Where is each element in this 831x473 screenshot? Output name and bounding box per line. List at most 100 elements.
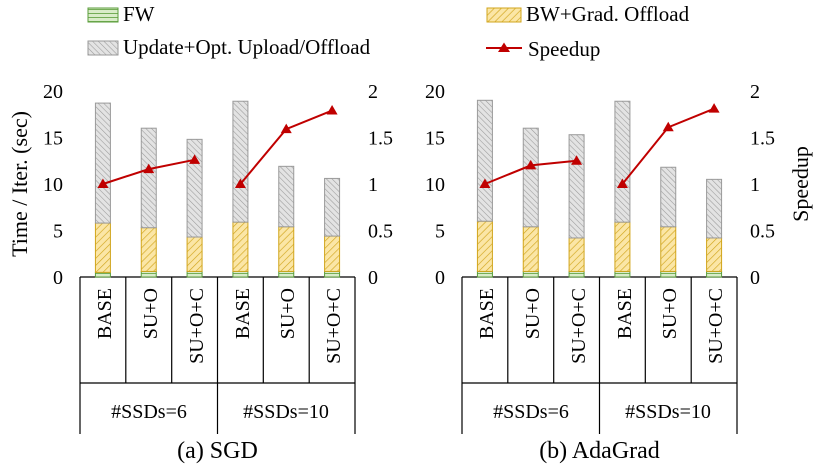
bar-segment-update [278, 165, 295, 228]
speedup-marker [189, 154, 201, 164]
category-label: BASE [614, 288, 636, 339]
y-tick-10: 10 [425, 174, 445, 196]
bar-segment-fw [476, 270, 493, 278]
legend-item-bw: BW+Grad. Offload [486, 2, 690, 26]
bar-segment-update [476, 99, 493, 222]
bar-segment-bw [140, 227, 157, 272]
y-tick-5: 5 [53, 221, 63, 243]
bar-segment-bw [278, 226, 295, 272]
bar-segment-fw [186, 270, 203, 278]
bar-segment-bw [706, 237, 723, 272]
bar-segment-fw [324, 270, 341, 278]
legend-item-update: Update+Opt. Upload/Offload [87, 35, 371, 59]
y-tick-15: 15 [425, 128, 445, 150]
category-label: SU+O [522, 288, 544, 339]
group-label-ssds-6: #SSDs=6 [111, 401, 187, 423]
legend-label-fw: FW [123, 2, 155, 26]
legend-swatch-update [87, 40, 119, 56]
speedup-marker [708, 103, 720, 113]
y-tick-15: 15 [43, 128, 63, 150]
y2-tick-2: 2 [750, 81, 760, 103]
speedup-marker [479, 178, 491, 188]
legend-label-bw: BW+Grad. Offload [526, 2, 690, 26]
bar-segment-bw [522, 226, 539, 272]
category-label: SU+O+C [186, 288, 208, 364]
bar-segment-update [140, 127, 157, 229]
legend-label-speedup: Speedup [528, 37, 600, 61]
category-label: SU+O+C [323, 288, 345, 364]
category-label: SU+O [277, 288, 299, 339]
bar-segment-fw [660, 270, 677, 278]
speedup-marker [143, 163, 155, 174]
category-label: SU+O [140, 288, 162, 339]
y2-tick-1: 1 [750, 174, 760, 196]
y-tick-10: 10 [43, 174, 63, 196]
speedup-marker [662, 121, 674, 132]
bar-segment-update [614, 100, 631, 223]
bar-segment-fw [522, 270, 539, 278]
y-axis-label: Time / Iter. (sec) [7, 111, 32, 257]
bar-segment-fw [568, 270, 585, 278]
legend-item-fw: FW [87, 2, 155, 26]
category-label: SU+O+C [705, 288, 727, 364]
group-label-ssds-6: #SSDs=6 [493, 401, 569, 423]
y-tick-0: 0 [53, 267, 63, 289]
panel-adagrad: Speedup 0 5 10 15 20 0 0.5 1 1.5 2 BASE … [425, 81, 813, 464]
speedup-marker [525, 159, 537, 170]
y-tick-5: 5 [435, 221, 445, 243]
panel-sgd: Time / Iter. (sec) 0 5 10 15 20 0 0.5 1 … [7, 81, 393, 464]
y-tick-20: 20 [425, 81, 445, 103]
bar-segment-update [232, 100, 249, 223]
bar-segment-update [706, 178, 723, 239]
bar-segment-bw [232, 221, 249, 272]
y-tick-20: 20 [43, 81, 63, 103]
bar-segment-fw [614, 270, 631, 278]
category-label: BASE [232, 288, 254, 339]
category-label: SU+O+C [568, 288, 590, 364]
y2-tick-0-5: 0.5 [750, 221, 775, 243]
bar-segment-update [568, 134, 585, 239]
bars-sgd [94, 100, 341, 278]
speedup-marker [326, 105, 338, 115]
y2-tick-0-5: 0.5 [368, 221, 393, 243]
bar-segment-fw [94, 271, 111, 278]
bar-segment-fw [140, 270, 157, 278]
bar-segment-update [186, 138, 203, 238]
y2-tick-1-5: 1.5 [368, 128, 393, 150]
bar-segment-bw [324, 235, 341, 272]
bars-adagrad [476, 99, 723, 278]
category-label: BASE [476, 288, 498, 339]
speedup-line-adagrad [479, 103, 720, 188]
speedup-marker [234, 178, 246, 188]
bar-segment-fw [232, 270, 249, 278]
bar-segment-update [324, 177, 341, 237]
bar-segment-bw [660, 226, 677, 272]
group-label-ssds-10: #SSDs=10 [243, 401, 329, 423]
y2-tick-1: 1 [368, 174, 378, 196]
category-label: BASE [94, 288, 116, 339]
category-label: SU+O [659, 288, 681, 339]
bar-segment-fw [278, 270, 295, 278]
y2-tick-0: 0 [750, 267, 760, 289]
legend-swatch-bw [486, 7, 522, 23]
legend: FW BW+Grad. Offload Update+Opt. Upload/O… [87, 2, 690, 61]
speedup-marker [571, 155, 583, 165]
bar-segment-bw [568, 237, 585, 272]
y2-tick-0: 0 [368, 267, 378, 289]
bar-segment-bw [186, 236, 203, 272]
speedup-marker [97, 178, 109, 188]
speedup-marker [280, 123, 292, 134]
bar-segment-bw [476, 220, 493, 272]
group-label-ssds-10: #SSDs=10 [625, 401, 711, 423]
y2-tick-1-5: 1.5 [750, 128, 775, 150]
bar-segment-update [94, 102, 111, 224]
panel-title: (b) AdaGrad [539, 438, 660, 464]
legend-swatch-fw [87, 7, 119, 23]
legend-item-speedup: Speedup [486, 37, 600, 61]
bar-segment-bw [94, 222, 111, 273]
legend-marker-speedup [498, 42, 510, 52]
y2-axis-label: Speedup [788, 146, 813, 222]
y-tick-0: 0 [435, 267, 445, 289]
